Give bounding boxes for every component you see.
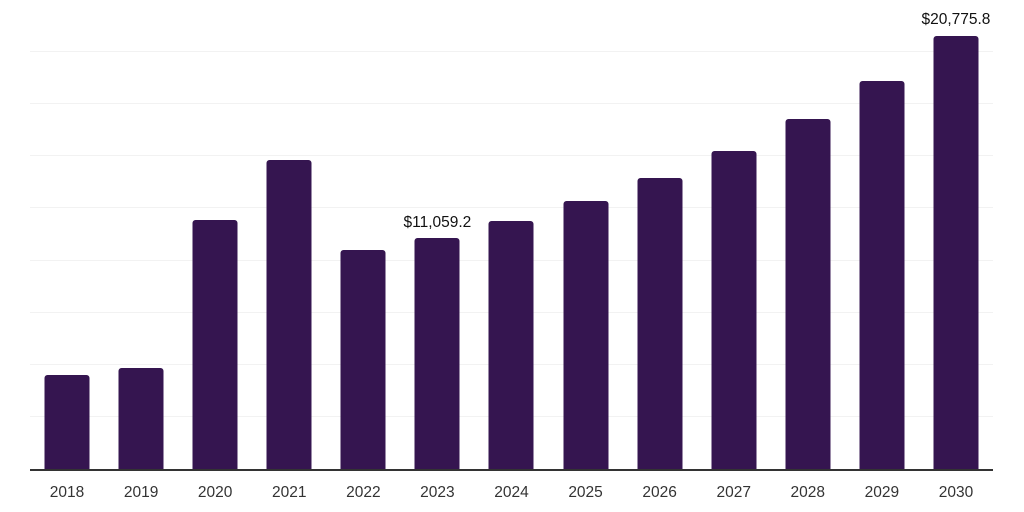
gridline bbox=[30, 155, 993, 157]
bar-slot-2021 bbox=[252, 0, 326, 469]
x-tick-2019: 2019 bbox=[123, 484, 159, 501]
x-tick-2023: 2023 bbox=[420, 484, 455, 501]
x-tick-2025: 2025 bbox=[568, 484, 603, 501]
gridline bbox=[30, 51, 993, 53]
bar-slot-2019 bbox=[104, 0, 178, 469]
bar-slot-2023: $11,059.2 bbox=[400, 0, 474, 469]
bar-slot-2020 bbox=[178, 0, 252, 469]
x-tick-2028: 2028 bbox=[790, 484, 826, 501]
bar-2019 bbox=[118, 367, 164, 469]
bar-2025 bbox=[563, 200, 609, 469]
gridline bbox=[30, 103, 993, 105]
x-tick-2024: 2024 bbox=[494, 484, 529, 501]
bar-slot-2026 bbox=[623, 0, 697, 469]
data-label-2030: $20,775.8 bbox=[921, 11, 991, 29]
bar-2020 bbox=[192, 219, 238, 469]
bar-2023 bbox=[414, 238, 460, 469]
x-tick-2030: 2030 bbox=[938, 484, 974, 501]
bar-slot-2027 bbox=[697, 0, 771, 469]
x-tick-2029: 2029 bbox=[864, 484, 900, 501]
bar-2026 bbox=[637, 178, 683, 469]
plot-area: $11,059.2 $20,775.8 bbox=[30, 0, 993, 471]
bar-slot-2030: $20,775.8 bbox=[919, 0, 993, 469]
bar-2030 bbox=[933, 35, 979, 469]
bar-slot-2022 bbox=[326, 0, 400, 469]
data-label-2023: $11,059.2 bbox=[403, 213, 472, 231]
x-tick-2020: 2020 bbox=[197, 484, 233, 501]
bar-2027 bbox=[711, 150, 757, 469]
bar-slot-2029 bbox=[845, 0, 919, 469]
bar-slot-2025 bbox=[549, 0, 623, 469]
bar-2021 bbox=[266, 159, 312, 469]
x-tick-2027: 2027 bbox=[716, 484, 751, 501]
bar-2024 bbox=[488, 220, 534, 469]
bar-2028 bbox=[785, 118, 831, 469]
x-tick-2021: 2021 bbox=[272, 484, 307, 501]
bar-2022 bbox=[340, 249, 386, 469]
bar-slot-2028 bbox=[771, 0, 845, 469]
bar-2029 bbox=[859, 80, 905, 469]
bar-slot-2024 bbox=[474, 0, 548, 469]
x-axis: 2018 2019 2020 2021 2022 2023 2024 2025 2026 2027… bbox=[30, 471, 993, 512]
bar-2018 bbox=[44, 375, 90, 469]
x-tick-2022: 2022 bbox=[346, 484, 381, 501]
x-tick-2018: 2018 bbox=[49, 484, 85, 501]
bar-slot-2018 bbox=[30, 0, 104, 469]
x-tick-2026: 2026 bbox=[642, 484, 677, 501]
gridline bbox=[30, 207, 993, 209]
